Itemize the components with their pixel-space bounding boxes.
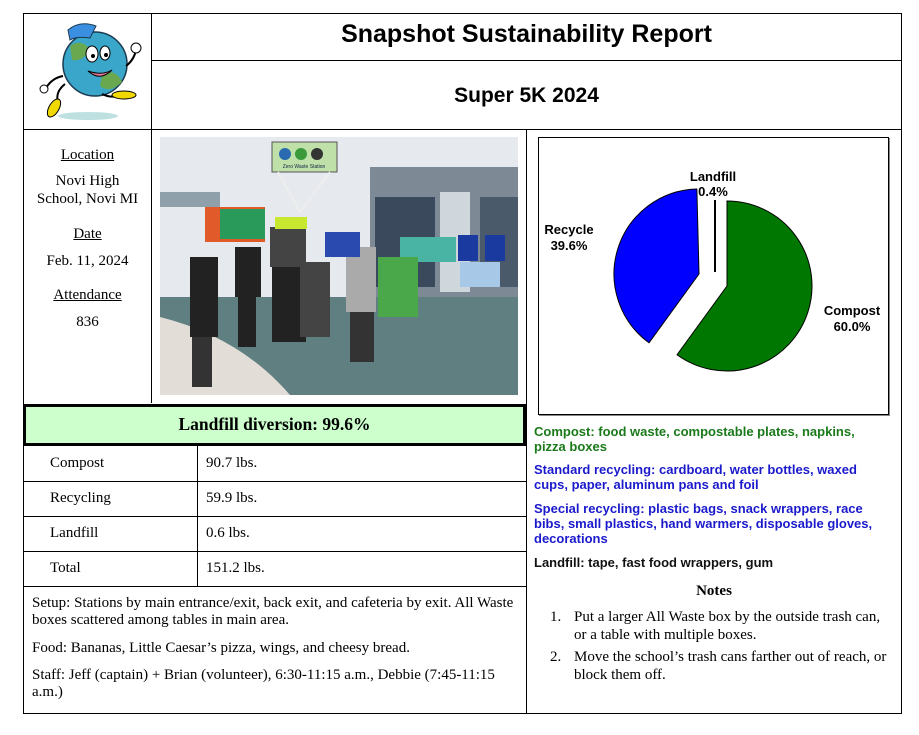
weights-row: Compost 90.7 lbs. — [23, 446, 526, 481]
attendance-label: Attendance — [53, 287, 122, 303]
notes-list: 1. Put a larger All Waste box by the out… — [550, 608, 890, 684]
weights-label: Recycling — [50, 490, 111, 506]
weights-row: Landfill 0.6 lbs. — [23, 516, 526, 551]
photo-sign-text: Zero Waste Station — [283, 164, 326, 170]
event-photo-illustration: Zero Waste Station — [160, 137, 518, 395]
table-border-bottom — [23, 713, 902, 714]
landfill-slice-name: Landfill — [690, 169, 736, 184]
weights-label: Landfill — [50, 525, 99, 541]
landfill-slice-percent: 0.4% — [698, 184, 728, 199]
notes-heading: Notes — [696, 583, 732, 599]
compost-category: Compost: food waste, compostable plates,… — [534, 424, 855, 454]
landfill-category: Landfill: tape, fast food wrappers, gum — [534, 555, 774, 570]
standard-recycling-category: Standard recycling: cardboard, water bot… — [534, 462, 857, 492]
weights-row: Recycling 59.9 lbs. — [23, 481, 526, 516]
table-border-top — [23, 13, 902, 14]
date-label: Date — [73, 226, 102, 242]
note-number: 2. — [550, 649, 562, 665]
note-item: 2. Move the school’s trash cans farther … — [550, 648, 890, 684]
location-line2: School, Novi MI — [36, 191, 139, 207]
weights-label: Compost — [50, 455, 105, 471]
column-divider-middle — [526, 129, 527, 714]
report-title: Snapshot Sustainability Report — [341, 20, 712, 48]
weights-table: Compost 90.7 lbs. Recycling 59.9 lbs. Landfi… — [23, 446, 527, 587]
compost-slice-name: Compost — [824, 303, 881, 318]
row-divider — [23, 551, 526, 552]
logo — [30, 16, 146, 126]
pie-slice-compost — [676, 200, 813, 372]
landfill-diversion-banner: Landfill diversion: 99.6% — [23, 404, 526, 446]
event-photo: Zero Waste Station — [160, 137, 518, 395]
special-recycling-category: Special recycling: plastic bags, snack w… — [534, 501, 873, 546]
recycle-slice-percent: 39.6% — [551, 238, 588, 253]
weights-value: 59.9 lbs. — [206, 490, 258, 506]
waste-pie-chart: Landfill 0.4% Recycle 39.6% Compost 60.0… — [544, 169, 881, 372]
setup-text: Setup: Stations by main entrance/exit, b… — [32, 595, 514, 628]
table-border-right — [901, 13, 902, 714]
column-divider-left — [151, 13, 152, 403]
attendance-value: 836 — [76, 314, 99, 330]
note-text: Put a larger All Waste box by the outsid… — [574, 609, 881, 643]
note-text: Move the school’s trash cans farther out… — [574, 649, 887, 683]
weights-row: Total 151.2 lbs. — [23, 551, 526, 586]
table-border-left — [23, 13, 24, 714]
header-divider — [151, 60, 902, 61]
note-number: 1. — [550, 609, 562, 625]
food-text: Food: Bananas, Little Caesar’s pizza, wi… — [32, 640, 410, 656]
row-divider — [23, 516, 526, 517]
pie-chart-frame: Landfill 0.4% Recycle 39.6% Compost 60.0… — [538, 137, 889, 415]
note-item: 1. Put a larger All Waste box by the out… — [550, 608, 890, 644]
staff-text: Staff: Jeff (captain) + Brian (volunteer… — [32, 667, 495, 700]
location-line1: Novi High — [55, 173, 120, 189]
compost-slice-percent: 60.0% — [834, 319, 871, 334]
pie-slice-recycle — [613, 188, 700, 344]
weights-table-bottom — [23, 586, 527, 587]
row-divider — [23, 481, 526, 482]
location-label: Location — [60, 147, 115, 163]
date-value: Feb. 11, 2024 — [46, 253, 129, 269]
recycle-slice-name: Recycle — [544, 222, 593, 237]
weights-value: 90.7 lbs. — [206, 455, 258, 471]
weights-label: Total — [50, 560, 81, 576]
running-earth-mascot-icon — [39, 23, 142, 120]
weights-value: 151.2 lbs. — [206, 560, 265, 576]
weights-value: 0.6 lbs. — [206, 525, 250, 541]
event-name: Super 5K 2024 — [454, 84, 599, 107]
header-bottom-divider — [23, 129, 902, 130]
